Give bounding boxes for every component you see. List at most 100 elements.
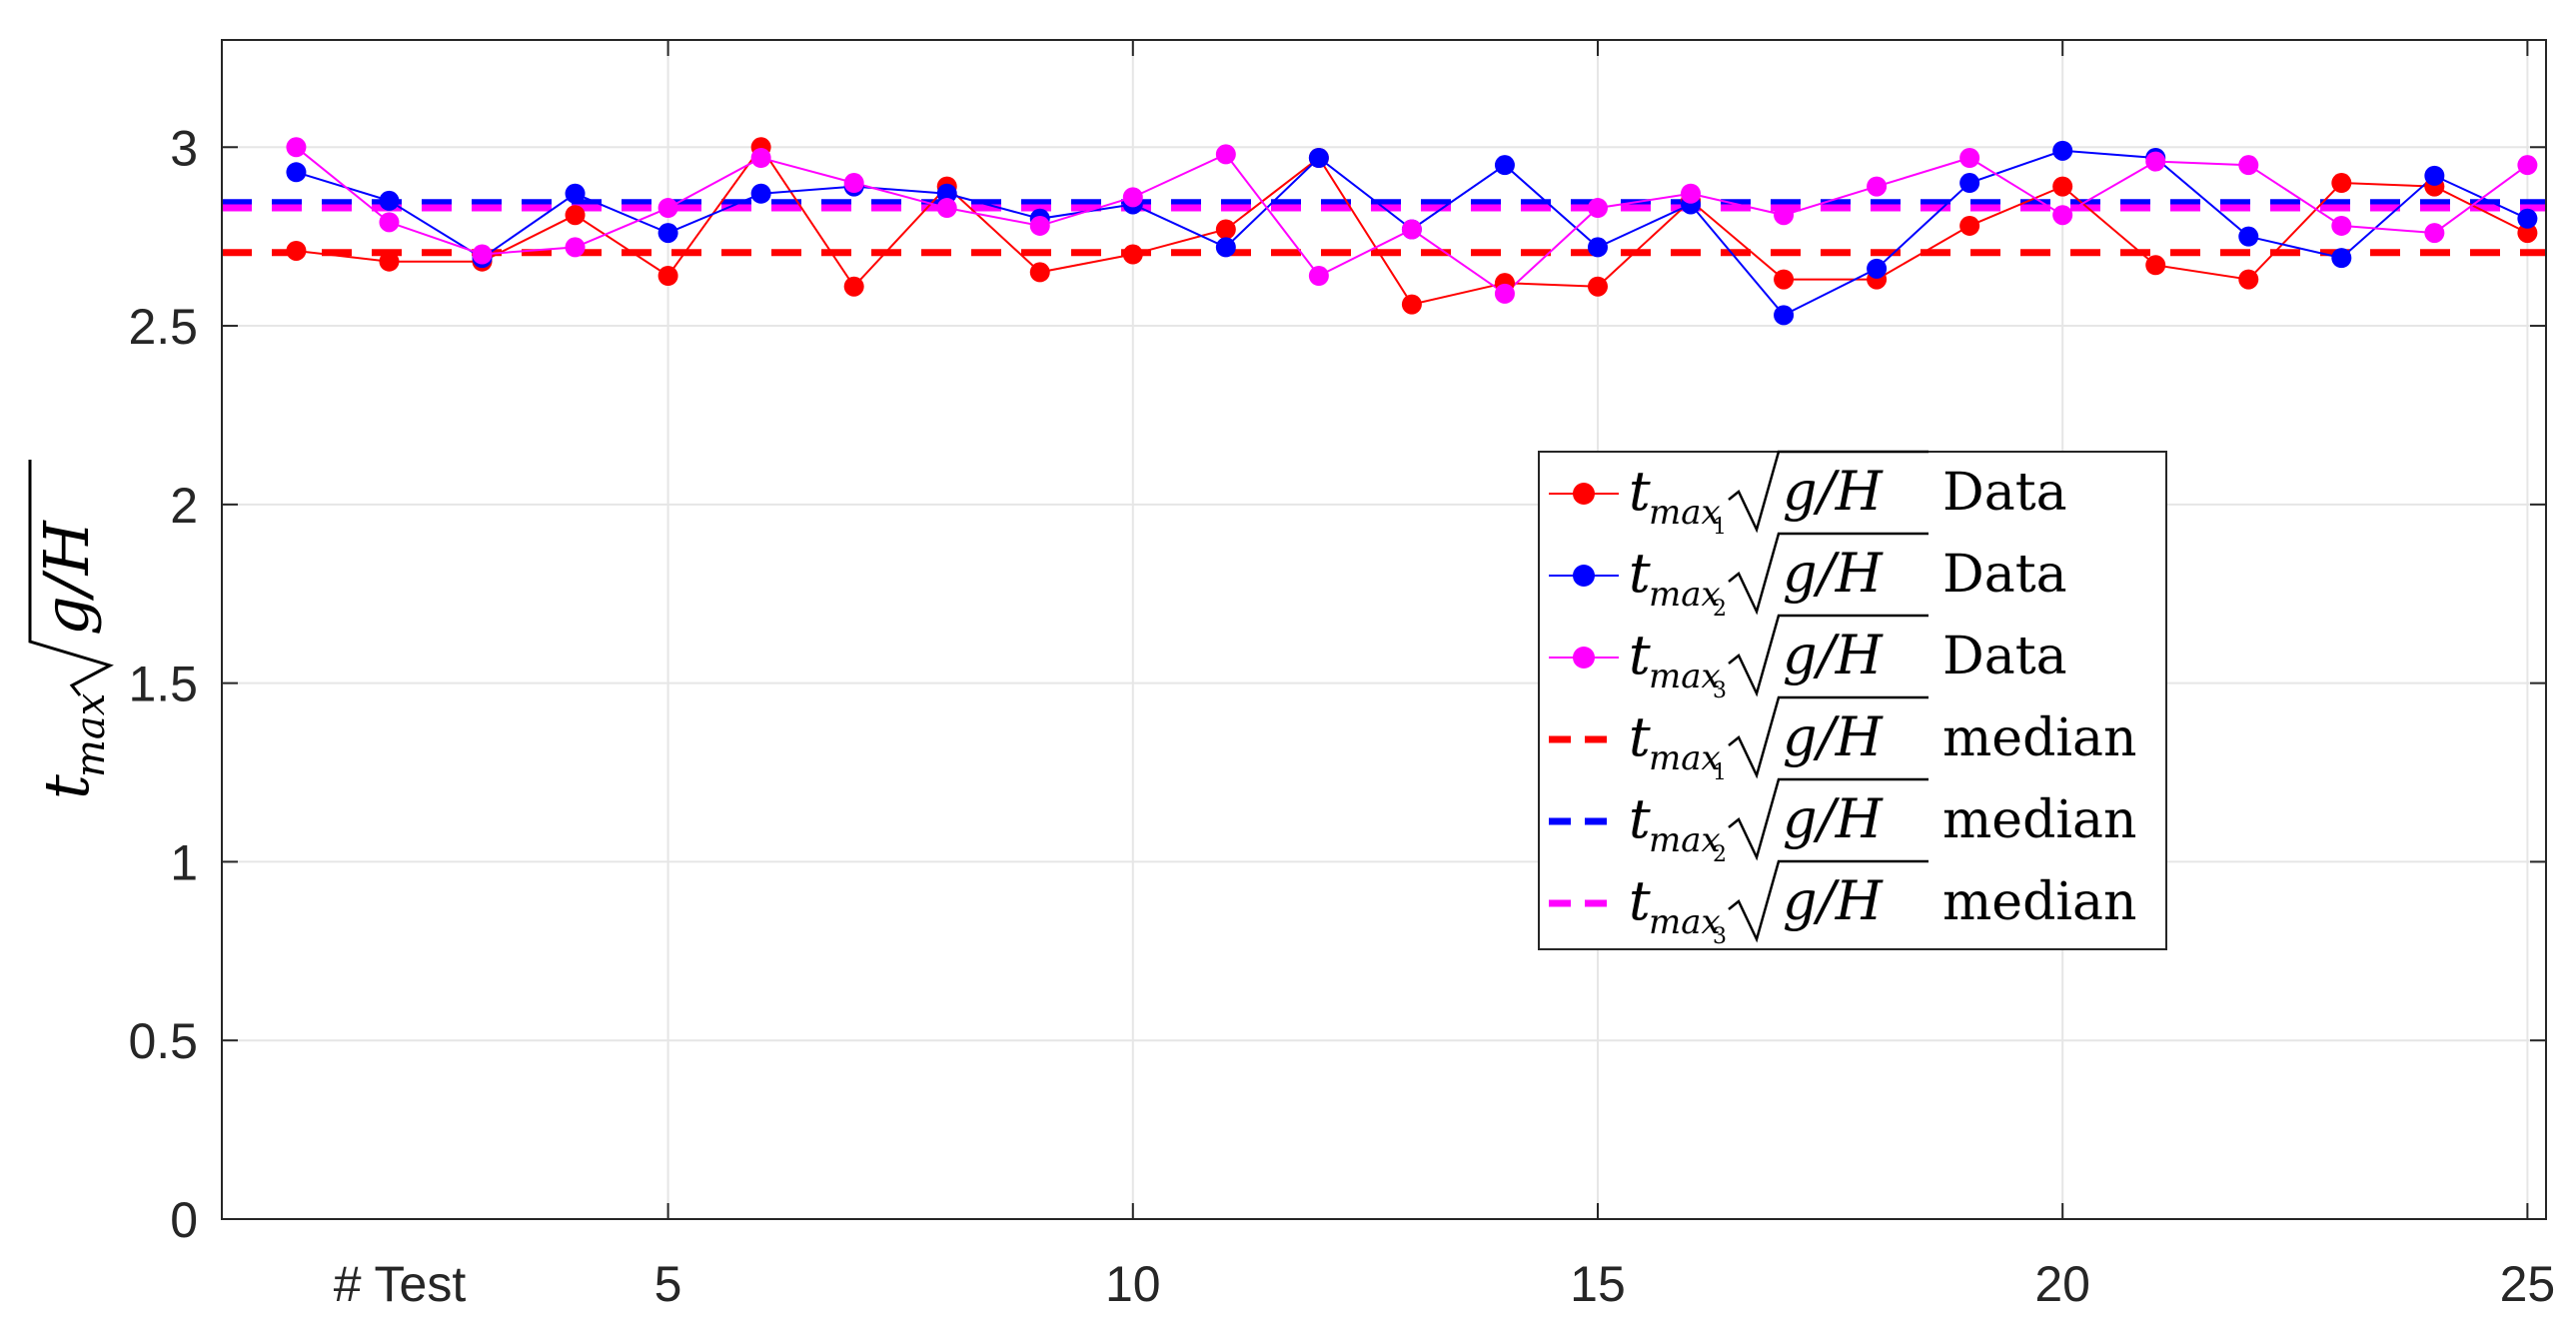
data-point (1401, 219, 1422, 240)
y-tick-label: 1 (170, 834, 198, 890)
data-point (379, 190, 400, 211)
data-point (1959, 148, 1980, 168)
legend-label-root: g/H (1783, 624, 1884, 686)
y-axis-label-root: g/H (30, 519, 103, 636)
x-tick-label: 5 (654, 1256, 682, 1312)
data-point (2331, 173, 2352, 194)
data-point (1215, 219, 1236, 240)
x-tick-label: 15 (1570, 1256, 1626, 1312)
data-point (565, 237, 586, 258)
data-point (1774, 269, 1795, 290)
y-ticks: 0 0.5 1 1.5 2 2.5 3 (128, 120, 2546, 1248)
data-point (2052, 176, 2073, 197)
x-tick-label: 20 (2034, 1256, 2090, 1312)
data-point (1494, 155, 1515, 176)
legend-label-sub: max (1649, 493, 1721, 533)
legend-label-word: Data (1942, 545, 2067, 605)
legend-label-index: 3 (1713, 678, 1727, 703)
data-point (2052, 205, 2073, 226)
legend-radical (1728, 450, 1929, 534)
data-point (286, 240, 307, 261)
data-point (2331, 215, 2352, 236)
data-point (1959, 215, 1980, 236)
y-axis-label: t max g/H (28, 460, 114, 799)
legend-label-sub: max (1649, 902, 1721, 942)
data-point (286, 137, 307, 158)
data-point (2517, 223, 2538, 244)
y-axis-label-base: t (30, 774, 103, 799)
data-point (1308, 148, 1329, 168)
data-point (2238, 155, 2259, 176)
data-point (2331, 248, 2352, 269)
legend-label-index: 3 (1713, 924, 1727, 949)
data-point (843, 276, 864, 297)
data-point (843, 173, 864, 194)
data-point (1587, 237, 1608, 258)
data-point (2145, 255, 2166, 276)
data-point (1029, 262, 1050, 283)
legend-label-root: g/H (1783, 869, 1884, 932)
legend-label-root: g/H (1783, 542, 1884, 605)
data-point (936, 183, 957, 204)
legend-label-word: median (1942, 790, 2137, 850)
data-point (379, 212, 400, 233)
legend-radical (1728, 777, 1929, 861)
data-point (2517, 155, 2538, 176)
data-point (1587, 198, 1608, 219)
legend-label-base: t (1629, 787, 1651, 850)
legend-label-base: t (1629, 705, 1651, 768)
data-point (379, 251, 400, 272)
legend-label-base: t (1629, 869, 1651, 932)
data-point (2424, 165, 2445, 186)
legend-marker-swatch (1573, 565, 1595, 587)
legend-label-index: 2 (1713, 842, 1727, 867)
data-point (1867, 258, 1888, 279)
data-point (750, 183, 771, 204)
legend-label-base: t (1629, 542, 1651, 605)
y-tick-label: 3 (170, 120, 198, 176)
legend-marker-swatch (1573, 483, 1595, 505)
data-point (1774, 305, 1795, 326)
data-point (1587, 276, 1608, 297)
data-point (657, 223, 678, 244)
y-tick-label: 2 (170, 478, 198, 534)
y-tick-label: 2.5 (128, 299, 198, 355)
data-point (1494, 283, 1515, 304)
legend-label-word: Data (1942, 463, 2067, 523)
data-point (1122, 244, 1143, 265)
data-point (2145, 151, 2166, 172)
data-point (1959, 173, 1980, 194)
legend-label-sub: max (1649, 575, 1721, 615)
data-point (2238, 269, 2259, 290)
legend-label-sub: max (1649, 657, 1721, 696)
data-point (1215, 144, 1236, 165)
y-tick-label: 0.5 (128, 1013, 198, 1069)
x-tick-label: 10 (1105, 1256, 1161, 1312)
legend-label-base: t (1629, 624, 1651, 686)
data-point (1122, 187, 1143, 208)
legend-label-root: g/H (1783, 787, 1884, 850)
legend-label-root: g/H (1783, 705, 1884, 768)
legend-radical (1728, 614, 1929, 697)
plot-frame (221, 39, 2547, 1220)
y-axis-label-radical (28, 460, 114, 696)
series-points (286, 137, 2538, 326)
data-point (2052, 140, 2073, 161)
legend-radical (1728, 859, 1929, 943)
legend-label-word: median (1942, 872, 2137, 932)
y-tick-label: 1.5 (128, 657, 198, 712)
legend-label-word: median (1942, 708, 2137, 768)
legend-label-sub: max (1649, 820, 1721, 860)
data-point (565, 205, 586, 226)
data-point (1774, 205, 1795, 226)
data-point (2424, 223, 2445, 244)
data-point (2517, 208, 2538, 229)
x-axis-label: # Test (334, 1256, 467, 1312)
legend-marker-swatch (1573, 647, 1595, 669)
data-point (2238, 226, 2259, 247)
legend-label-sub: max (1649, 738, 1721, 778)
legend-label-base: t (1629, 460, 1651, 523)
legend-label-root: g/H (1783, 460, 1884, 523)
data-point (472, 244, 493, 265)
